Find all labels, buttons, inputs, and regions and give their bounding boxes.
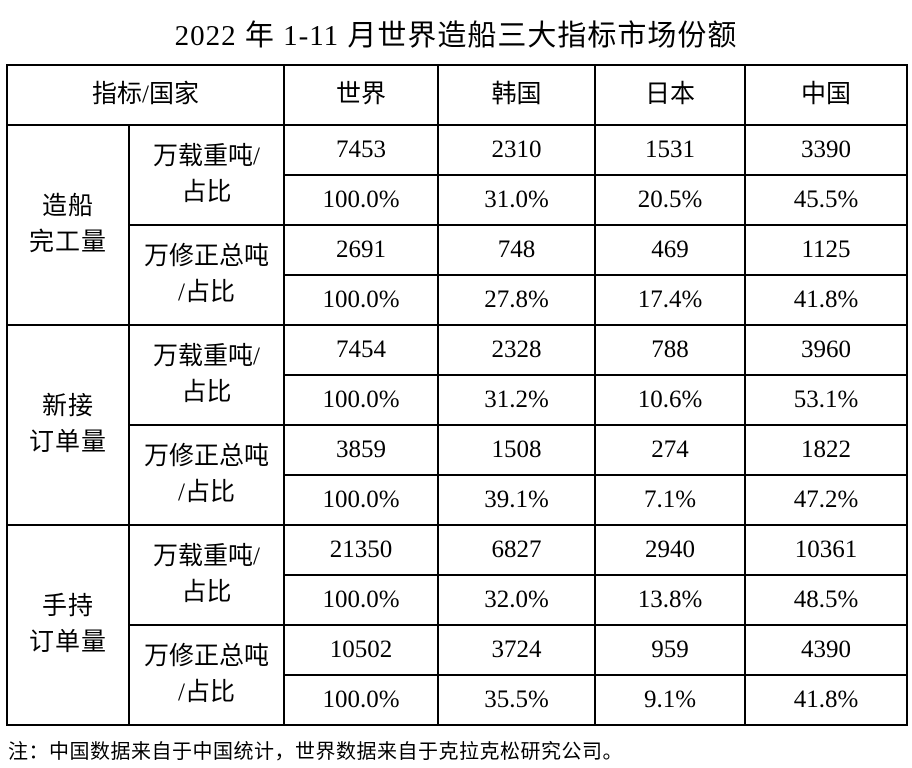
table-cell: 7453	[283, 124, 440, 176]
table-cell: 2691	[283, 224, 440, 276]
table-row: 100.0% 31.2% 10.6% 53.1%	[7, 374, 909, 426]
metric-label-cgt: 万修正总吨 /占比	[127, 624, 286, 726]
table-cell: 20.5%	[594, 174, 747, 226]
table-cell: 788	[594, 324, 747, 376]
table-cell: 17.4%	[594, 274, 747, 326]
table-row: 万修正总吨 /占比 3859 1508 274 1822	[7, 424, 909, 526]
table-cell: 2310	[437, 124, 597, 176]
column-header-korea: 韩国	[437, 64, 597, 126]
table-row: 100.0% 32.0% 13.8% 48.5%	[7, 574, 909, 626]
table-cell: 7.1%	[594, 474, 747, 526]
table-cell: 21350	[283, 524, 440, 576]
table-row: 造船 完工量 万载重吨/ 占比 7453 2310 1531 3390	[6, 124, 909, 326]
table-row: 万修正总吨 /占比 2691 748 469 1125	[7, 224, 909, 326]
table-cell: 4390	[744, 624, 909, 676]
table-cell: 35.5%	[437, 674, 597, 726]
table-row: 万修正总吨 /占比 10502 3724 959 4390	[7, 624, 909, 726]
table-cell: 27.8%	[437, 274, 597, 326]
table-cell: 45.5%	[744, 174, 909, 226]
table-cell: 31.2%	[437, 374, 597, 426]
table-row: 手持 订单量 万载重吨/ 占比 21350 6827 2940 10361	[6, 524, 909, 726]
table-cell: 13.8%	[594, 574, 747, 626]
header-row: 指标/国家 世界 韩国 日本 中国	[5, 64, 909, 126]
table-row: 100.0% 31.0% 20.5% 45.5%	[7, 174, 909, 226]
table-cell: 2940	[594, 524, 747, 576]
corner-header-indicator-country: 指标/国家	[5, 64, 286, 126]
metric-label-cgt: 万修正总吨 /占比	[127, 424, 286, 526]
table-cell: 10361	[744, 524, 909, 576]
source-note: 注：中国数据来自于中国统计，世界数据来自于克拉克松研究公司。	[8, 741, 623, 763]
group-label-new-orders: 新接 订单量	[6, 324, 130, 526]
table-cell: 469	[594, 224, 747, 276]
table-row: 100.0% 39.1% 7.1% 47.2%	[7, 474, 909, 526]
table-row: 100.0% 35.5% 9.1% 41.8%	[7, 674, 909, 726]
table-cell: 32.0%	[437, 574, 597, 626]
table-cell: 7454	[283, 324, 440, 376]
column-header-china: 中国	[744, 64, 909, 126]
table-cell: 274	[594, 424, 747, 476]
table-cell: 3859	[283, 424, 440, 476]
table-cell: 100.0%	[283, 374, 440, 426]
metric-label-dwt: 万载重吨/ 占比	[127, 324, 286, 426]
table-cell: 6827	[437, 524, 597, 576]
table-row: 100.0% 27.8% 17.4% 41.8%	[7, 274, 909, 326]
table-cell: 3960	[744, 324, 909, 376]
table-cell: 1508	[437, 424, 597, 476]
table-cell: 100.0%	[283, 474, 440, 526]
group-label-completion: 造船 完工量	[6, 124, 130, 326]
table-cell: 10502	[283, 624, 440, 676]
table-cell: 3724	[437, 624, 597, 676]
table-cell: 39.1%	[437, 474, 597, 526]
table-cell: 47.2%	[744, 474, 909, 526]
table-cell: 41.8%	[744, 274, 909, 326]
shipbuilding-indicators-table: 指标/国家 世界 韩国 日本 中国 造船 完工量 万载重吨/ 占比 7453 2…	[5, 64, 909, 726]
table-cell: 10.6%	[594, 374, 747, 426]
table-cell: 9.1%	[594, 674, 747, 726]
column-header-japan: 日本	[594, 64, 747, 126]
table-cell: 31.0%	[437, 174, 597, 226]
table-cell: 100.0%	[283, 274, 440, 326]
table-row: 新接 订单量 万载重吨/ 占比 7454 2328 788 3960	[6, 324, 909, 526]
table-cell: 100.0%	[283, 574, 440, 626]
table-cell: 100.0%	[283, 174, 440, 226]
table-cell: 1822	[744, 424, 909, 476]
table-cell: 100.0%	[283, 674, 440, 726]
table-cell: 3390	[744, 124, 909, 176]
table-cell: 1531	[594, 124, 747, 176]
page-title: 2022 年 1-11 月世界造船三大指标市场份额	[174, 20, 738, 52]
table-cell: 959	[594, 624, 747, 676]
table-cell: 41.8%	[744, 674, 909, 726]
metric-label-cgt: 万修正总吨 /占比	[127, 224, 286, 326]
table-cell: 748	[437, 224, 597, 276]
table-cell: 1125	[744, 224, 909, 276]
table-cell: 2328	[437, 324, 597, 376]
table-cell: 53.1%	[744, 374, 909, 426]
group-label-order-backlog: 手持 订单量	[6, 524, 130, 726]
column-header-world: 世界	[283, 64, 440, 126]
metric-label-dwt: 万载重吨/ 占比	[127, 124, 286, 226]
table-cell: 48.5%	[744, 574, 909, 626]
metric-label-dwt: 万载重吨/ 占比	[127, 524, 286, 626]
